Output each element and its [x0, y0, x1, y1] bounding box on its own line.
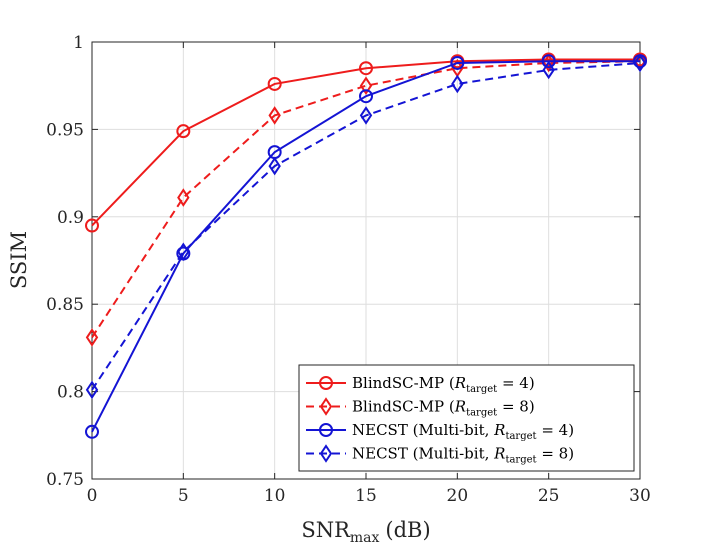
legend-label-subscript: target	[505, 431, 536, 442]
legend-label: BlindSC-MP (Rtarget = 8)	[352, 398, 535, 419]
data-point-diamond	[633, 53, 647, 73]
x-tick-label: 5	[178, 486, 189, 506]
x-tick-label: 10	[264, 486, 286, 506]
x-tick-label: 20	[447, 486, 469, 506]
legend-label-equals: =	[497, 374, 519, 392]
y-tick-label: 0.9	[57, 208, 84, 228]
legend-entry-4: NECST (Multi-bit, Rtarget = 8)	[306, 444, 574, 466]
series-line	[91, 58, 640, 227]
legend-label-prefix: NECST (Multi-bit,	[352, 445, 494, 463]
legend-label-value: 4	[519, 374, 529, 392]
legend-label-prefix: BlindSC-MP (	[352, 374, 455, 392]
legend-label-close: )	[568, 445, 574, 463]
legend-label-equals: =	[537, 445, 559, 463]
legend-entries: BlindSC-MP (Rtarget = 4)BlindSC-MP (Rtar…	[306, 374, 574, 466]
legend-entry-3: NECST (Multi-bit, Rtarget = 4)	[306, 421, 574, 442]
series-line	[91, 61, 641, 391]
data-point-circle	[85, 424, 99, 439]
legend-label-close: )	[529, 398, 535, 416]
y-tick-label: 1	[73, 33, 84, 53]
data-point-circle	[176, 124, 191, 139]
legend-entry-2: BlindSC-MP (Rtarget = 8)	[306, 397, 535, 419]
y-tick-label: 0.8	[57, 383, 84, 403]
data-point-diamond	[85, 380, 99, 400]
legend-marker-circle	[319, 423, 333, 437]
y-tick-label: 0.85	[46, 295, 84, 315]
legend-label-subscript: target	[466, 384, 497, 395]
legend-marker-diamond	[319, 397, 333, 416]
legend-label-prefix: NECST (Multi-bit,	[352, 421, 494, 439]
data-point-diamond	[268, 106, 281, 125]
legend-label: BlindSC-MP (Rtarget = 4)	[352, 374, 535, 395]
legend-label-subscript: target	[505, 455, 536, 466]
legend-entry-1: BlindSC-MP (Rtarget = 4)	[306, 374, 535, 395]
legend-label-value: 8	[559, 445, 569, 463]
data-point-circle	[359, 61, 373, 76]
data-point-diamond	[177, 242, 190, 262]
data-point-diamond	[359, 76, 373, 96]
x-axis-title-main: SNR	[301, 518, 351, 542]
y-axis-title: SSIM	[7, 231, 31, 289]
data-point-diamond	[177, 188, 190, 207]
legend-label: NECST (Multi-bit, Rtarget = 8)	[352, 445, 574, 466]
legend-label-prefix: BlindSC-MP (	[352, 398, 455, 416]
legend-label-symbol: R	[493, 445, 505, 463]
data-point-diamond	[85, 328, 99, 347]
legend-label-subscript: target	[466, 408, 497, 419]
legend-label-equals: =	[497, 398, 519, 416]
y-tick-label: 0.75	[46, 470, 84, 490]
legend-label-value: 8	[519, 398, 529, 416]
legend-label-equals: =	[537, 421, 559, 439]
legend-box	[298, 364, 635, 472]
legend-label: NECST (Multi-bit, Rtarget = 4)	[352, 421, 574, 442]
y-tick-label: 0.95	[46, 120, 84, 140]
x-tick-label: 25	[538, 486, 560, 506]
data-point-diamond	[268, 156, 281, 176]
x-axis-title-suffix: (dB)	[385, 518, 430, 542]
legend-label-close: )	[529, 374, 535, 392]
legend-label-close: )	[568, 421, 574, 439]
series-4	[85, 53, 647, 400]
x-axis-title-sub: max	[350, 530, 380, 546]
series	[85, 51, 647, 439]
data-point-circle	[267, 76, 282, 91]
x-tick-label: 30	[629, 486, 651, 506]
data-point-circle	[85, 218, 99, 233]
legend-marker-diamond	[319, 444, 333, 463]
data-point-circle	[541, 54, 556, 69]
data-point-diamond	[542, 60, 555, 80]
legend-marker-circle	[319, 376, 333, 390]
data-point-circle	[450, 55, 465, 70]
x-tick-label: 15	[355, 486, 377, 506]
x-tick-label: 0	[87, 486, 98, 506]
legend-label-symbol: R	[493, 421, 505, 439]
axis-ticks: 0 5 10 15 20 25 30 0.75 0.8 0.85 0.9 0.95 1	[46, 33, 651, 506]
legend-label-value: 4	[559, 421, 569, 439]
legend-label-symbol: R	[454, 374, 466, 392]
x-axis-title: SNRmax (dB)	[301, 518, 430, 546]
legend-label-symbol: R	[454, 398, 466, 416]
data-point-diamond	[359, 106, 373, 125]
legend: BlindSC-MP (Rtarget = 4)BlindSC-MP (Rtar…	[298, 364, 635, 472]
data-point-diamond	[451, 74, 464, 94]
data-point-circle	[359, 89, 373, 104]
